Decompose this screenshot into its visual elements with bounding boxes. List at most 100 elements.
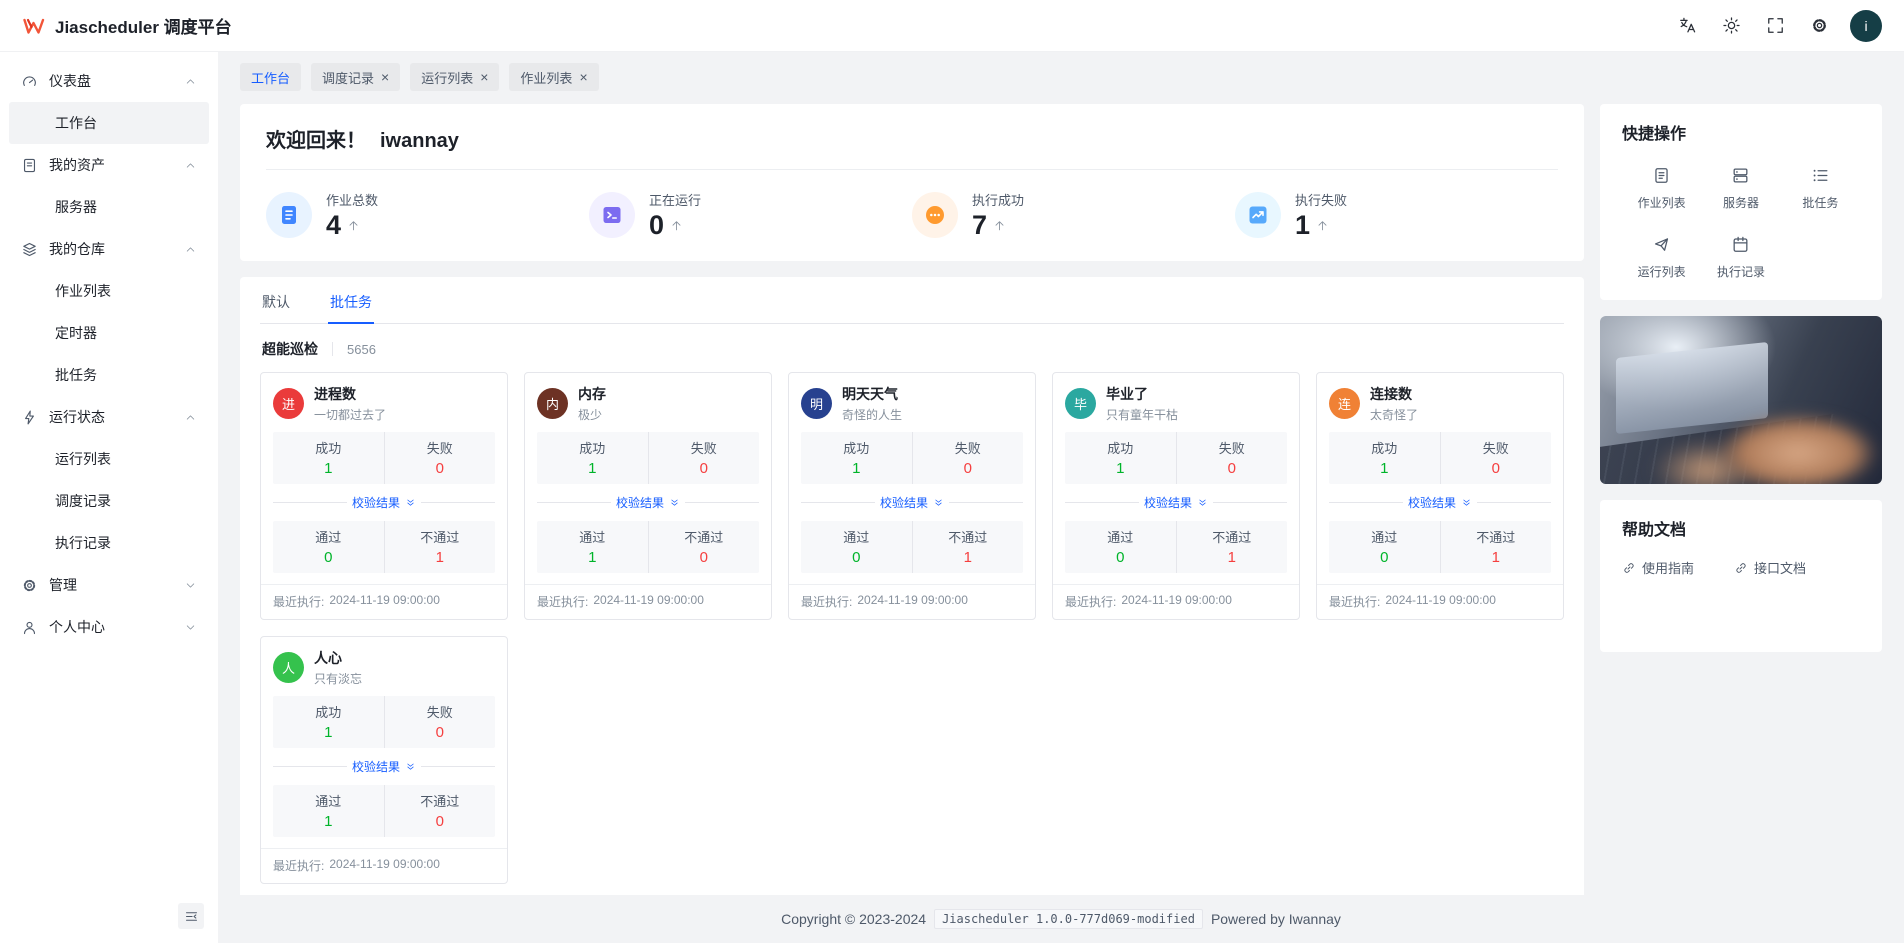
panel-tab-batch-task[interactable]: 批任务 bbox=[328, 277, 374, 324]
job-avatar: 毕 bbox=[1065, 388, 1096, 419]
close-icon[interactable]: × bbox=[480, 69, 489, 85]
gear-icon bbox=[1812, 19, 1826, 32]
translate-icon bbox=[1679, 17, 1695, 33]
run-status-icon bbox=[25, 410, 34, 424]
sidebar-item-job-list[interactable]: 作业列表 bbox=[55, 283, 111, 299]
job-card-connection-count: 连 连接数 太奇怪了 成功 1 失败 0 校验结 bbox=[1316, 372, 1564, 620]
check-result-toggle[interactable]: 校验结果 bbox=[537, 494, 759, 511]
last-run: 最近执行: 2024-11-19 09:00:00 bbox=[525, 584, 771, 619]
sidebar-item-schedule-record[interactable]: 调度记录 bbox=[55, 493, 111, 509]
copyright-text: Copyright © 2023-2024 bbox=[781, 911, 927, 927]
quick-run-list[interactable]: 运行列表 bbox=[1622, 235, 1701, 280]
jobs-panel-card: 默认 批任务 超能巡检 5656 进 bbox=[240, 277, 1584, 895]
panel-tabs: 默认 批任务 bbox=[260, 277, 1564, 324]
stat-running: 正在运行 0 bbox=[589, 190, 912, 239]
workspace-photo bbox=[1600, 316, 1882, 484]
chevron-up-icon bbox=[186, 414, 195, 420]
not-pass-count: 0 bbox=[435, 813, 444, 830]
app-title: Jiascheduler 调度平台 bbox=[55, 18, 232, 37]
quick-exec-record[interactable]: 执行记录 bbox=[1701, 235, 1780, 280]
job-card-graduated: 毕 毕业了 只有童年干枯 成功 1 失败 0 校 bbox=[1052, 372, 1300, 620]
sidebar-item-run-list[interactable]: 运行列表 bbox=[55, 451, 111, 467]
sidebar-item-exec-record[interactable]: 执行记录 bbox=[55, 535, 111, 551]
sidebar-item-server[interactable]: 服务器 bbox=[55, 199, 97, 215]
link-icon bbox=[1624, 562, 1634, 573]
last-run: 最近执行: 2024-11-19 09:00:00 bbox=[261, 584, 507, 619]
stat-icon-wrap bbox=[589, 191, 635, 238]
check-result-toggle[interactable]: 校验结果 bbox=[801, 494, 1023, 511]
quick-job-list[interactable]: 作业列表 bbox=[1622, 166, 1701, 211]
double-chevron-down-icon bbox=[1463, 499, 1470, 506]
api-docs-link[interactable]: 接口文档 bbox=[1734, 558, 1806, 577]
double-chevron-down-icon bbox=[935, 499, 942, 506]
check-result-toggle[interactable]: 校验结果 bbox=[273, 494, 495, 511]
close-icon[interactable]: × bbox=[579, 69, 588, 85]
job-avatar: 内 bbox=[537, 388, 568, 419]
list-icon bbox=[1813, 169, 1828, 182]
tab-schedule-record[interactable]: 调度记录 × bbox=[311, 63, 401, 91]
menu-fold-icon bbox=[185, 911, 197, 921]
close-icon[interactable]: × bbox=[381, 69, 390, 85]
check-result-toggle[interactable]: 校验结果 bbox=[1329, 494, 1551, 511]
stat-icon-wrap bbox=[912, 191, 958, 238]
chevron-up-icon bbox=[186, 162, 195, 168]
quick-server[interactable]: 服务器 bbox=[1701, 166, 1780, 211]
user-guide-link[interactable]: 使用指南 bbox=[1622, 558, 1694, 577]
sidebar-group-personal[interactable]: 个人中心 bbox=[9, 606, 209, 648]
right-sidebar: 快捷操作 作业列表 服 bbox=[1600, 104, 1882, 652]
sidebar-group-manage[interactable]: 管理 bbox=[9, 564, 209, 606]
success-count: 1 bbox=[1380, 460, 1389, 477]
app-header: Jiascheduler 调度平台 i bbox=[0, 0, 1904, 52]
theme-button[interactable] bbox=[1714, 9, 1748, 43]
sun-icon bbox=[1722, 17, 1740, 34]
stats-row: 作业总数 4 bbox=[266, 170, 1558, 239]
check-result-toggle[interactable]: 校验结果 bbox=[1065, 494, 1287, 511]
job-card-human-heart: 人 人心 只有淡忘 成功 1 失败 0 校验结果 bbox=[260, 636, 508, 884]
pass-count: 0 bbox=[852, 549, 861, 566]
not-pass-count: 1 bbox=[1227, 549, 1236, 566]
settings-button[interactable] bbox=[1802, 9, 1836, 43]
sidebar-group-my-assets[interactable]: 我的资产 bbox=[9, 144, 209, 186]
job-title: 连接数 bbox=[1370, 386, 1412, 402]
server-icon bbox=[1734, 168, 1748, 183]
help-docs-card: 帮助文档 使用指南 接口文档 bbox=[1600, 500, 1882, 652]
tab-job-list[interactable]: 作业列表 × bbox=[509, 63, 599, 91]
sidebar-group-dashboard[interactable]: 仪表盘 bbox=[9, 60, 209, 102]
job-subtitle: 极少 bbox=[578, 408, 603, 422]
job-group-count: 5656 bbox=[347, 341, 376, 357]
stat-exec-fail: 执行失败 1 bbox=[1235, 190, 1558, 239]
fullscreen-button[interactable] bbox=[1758, 9, 1792, 43]
tab-bar: 工作台 调度记录 × 运行列表 × 作业列表 × bbox=[218, 52, 1904, 98]
sidebar-group-run-status[interactable]: 运行状态 bbox=[9, 396, 209, 438]
sidebar-group-my-repository[interactable]: 我的仓库 bbox=[9, 228, 209, 270]
double-chevron-down-icon bbox=[407, 499, 414, 506]
panel-tab-default[interactable]: 默认 bbox=[262, 294, 290, 310]
not-pass-count: 1 bbox=[1491, 549, 1500, 566]
not-pass-count: 1 bbox=[435, 549, 444, 566]
terminal-icon bbox=[603, 206, 621, 223]
double-chevron-down-icon bbox=[671, 499, 678, 506]
calendar-icon bbox=[1734, 236, 1748, 252]
fail-count: 0 bbox=[1227, 460, 1236, 477]
stat-icon-wrap bbox=[1235, 191, 1281, 238]
user-avatar[interactable]: i bbox=[1850, 9, 1882, 42]
success-count: 1 bbox=[852, 460, 861, 477]
double-chevron-down-icon bbox=[407, 763, 414, 770]
sidebar-item-timer[interactable]: 定时器 bbox=[55, 325, 97, 341]
sidebar-collapse-button[interactable] bbox=[178, 903, 204, 929]
jobs-grid: 进 进程数 一切都过去了 成功 1 失败 0 校 bbox=[260, 372, 1564, 884]
repository-icon bbox=[23, 242, 36, 256]
sidebar-item-workbench[interactable]: 工作台 bbox=[9, 102, 209, 144]
job-avatar: 人 bbox=[273, 652, 304, 683]
sidebar-item-batch-task[interactable]: 批任务 bbox=[55, 367, 97, 383]
tab-workbench[interactable]: 工作台 bbox=[240, 63, 302, 91]
sidebar: 仪表盘 工作台 我的资产 服务器 我的仓库 作业列表 定时器 bbox=[0, 52, 218, 943]
fail-count: 0 bbox=[699, 460, 708, 477]
translate-button[interactable] bbox=[1670, 9, 1704, 43]
tab-run-list[interactable]: 运行列表 × bbox=[410, 63, 500, 91]
quick-batch-task[interactable]: 批任务 bbox=[1781, 166, 1860, 211]
stat-exec-success: 执行成功 7 bbox=[912, 190, 1235, 239]
chevron-down-icon bbox=[186, 582, 195, 588]
powered-by-text: Powered by Iwannay bbox=[1210, 911, 1341, 927]
check-result-toggle[interactable]: 校验结果 bbox=[273, 758, 495, 775]
